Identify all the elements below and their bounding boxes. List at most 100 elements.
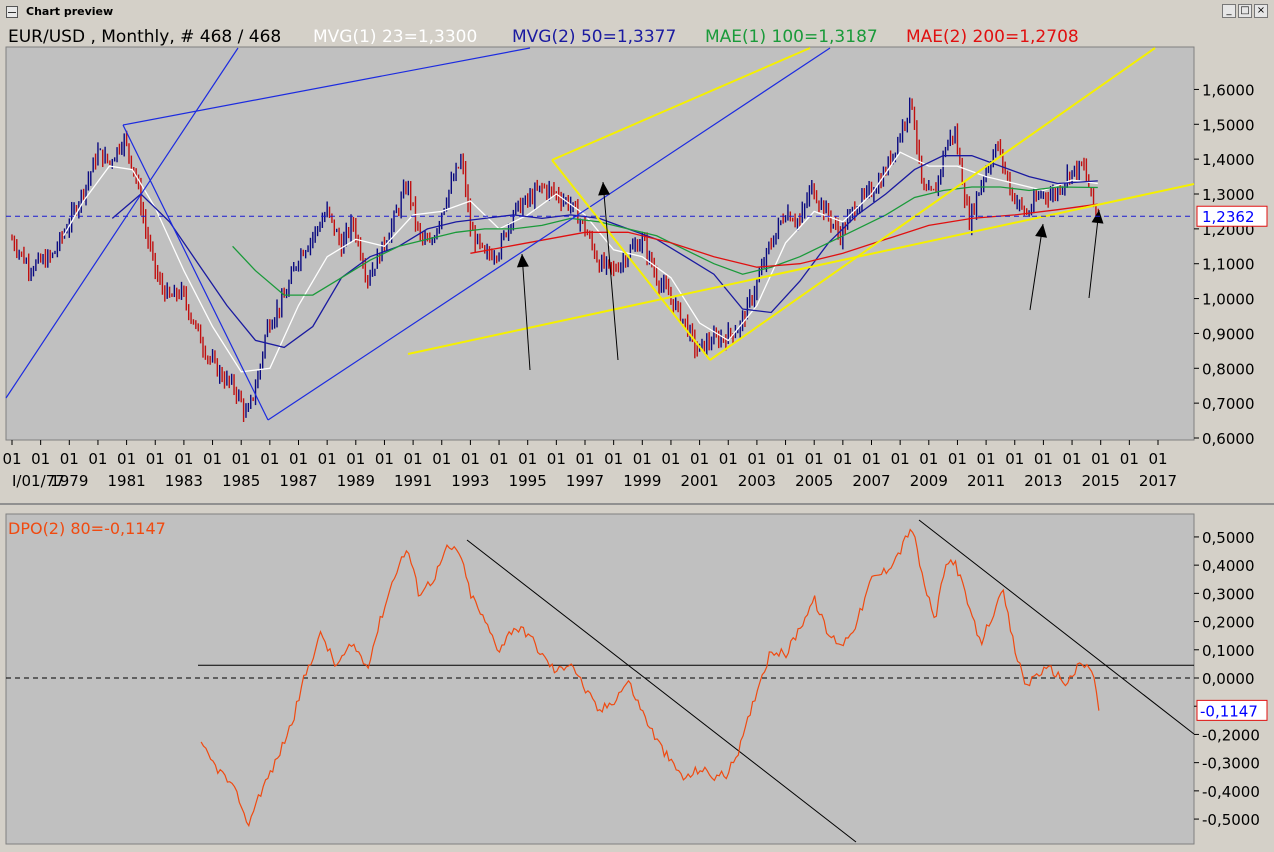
minimize-button[interactable]: _ (1222, 4, 1236, 18)
moving-average-line (63, 151, 1098, 373)
maximize-button[interactable]: □ (1238, 4, 1252, 18)
x-tick-label: 01 (575, 450, 594, 468)
y-tick-label: 0,6000 (1202, 430, 1255, 448)
x-year-label: 2005 (795, 472, 833, 490)
x-tick-label: 01 (747, 450, 766, 468)
x-year-label: 2015 (1082, 472, 1120, 490)
x-tick-label: 01 (661, 450, 680, 468)
dpo-y-tick-label: -0,4000 (1202, 783, 1260, 801)
x-year-label: 1999 (623, 472, 661, 490)
dpo-y-tick-label: 0,1000 (1202, 642, 1255, 660)
x-year-label: 1997 (566, 472, 604, 490)
x-tick-label: 01 (117, 450, 136, 468)
dpo-last-marker: -0,1147 (1196, 699, 1268, 721)
dpo-last-label: -0,1147 (1200, 702, 1258, 720)
dpo-series-line (200, 528, 1100, 828)
y-tick-label: 1,5000 (1202, 116, 1255, 134)
y-tick-label: 1,3000 (1202, 186, 1255, 204)
x-year-label: 1983 (165, 472, 203, 490)
x-tick-label: 01 (146, 450, 165, 468)
x-tick-label: 01 (318, 450, 337, 468)
x-year-label: 2013 (1024, 472, 1062, 490)
dpo-y-tick-label: -0,3000 (1202, 755, 1260, 773)
x-tick-label: 01 (891, 450, 910, 468)
price-candles (11, 97, 1100, 422)
x-tick-label: 01 (174, 450, 193, 468)
x-year-label: 1995 (509, 472, 547, 490)
legend-items: MVG(1) 23=1,3300 MVG(2) 50=1,3377 MAE(1) 1… (313, 27, 1079, 47)
dpo-trend-line (918, 519, 1195, 735)
x-tick-label: 01 (1034, 450, 1053, 468)
trend-channels (5, 47, 1195, 421)
x-year-label: 2001 (681, 472, 719, 490)
x-year-label: 2011 (967, 472, 1005, 490)
x-year-label: 2017 (1139, 472, 1177, 490)
dpo-y-tick-label: 0,0000 (1202, 670, 1255, 688)
x-year-label: 1987 (279, 472, 317, 490)
x-tick-label: 01 (432, 450, 451, 468)
x-tick-label: 01 (1120, 450, 1139, 468)
dpo-y-tick-label: 0,5000 (1202, 529, 1255, 547)
dpo-y-axis: 0,5000 0,4000 0,3000 0,2000 0,1000 0,0000 -0,1… (1194, 529, 1260, 829)
x-tick-label: 01 (547, 450, 566, 468)
x-tick-label: 01 (260, 450, 279, 468)
x-tick-label: 01 (232, 450, 251, 468)
x-tick-label: 01 (719, 450, 738, 468)
x-tick-label: 01 (633, 450, 652, 468)
x-tick-label: 01 (88, 450, 107, 468)
x-tick-label: 01 (404, 450, 423, 468)
x-tick-label: 01 (60, 450, 79, 468)
arrow-head (516, 254, 529, 268)
x-tick-label: 01 (1091, 450, 1110, 468)
x-year-label: 2007 (852, 472, 890, 490)
y-tick-label: 1,6000 (1202, 81, 1255, 99)
annotation-arrows (516, 181, 1104, 371)
arrow-head (598, 182, 611, 196)
price-panel (5, 46, 1195, 441)
yellow-channel-line (709, 47, 1156, 361)
x-tick-label: 01 (1063, 450, 1082, 468)
x-tick-label: 01 (375, 450, 394, 468)
y-tick-label: 1,4000 (1202, 151, 1255, 169)
yellow-channel-line (551, 159, 711, 361)
close-button[interactable]: × (1254, 4, 1268, 18)
x-tick-label: 01 (1005, 450, 1024, 468)
dpo-y-tick-label: 0,3000 (1202, 585, 1255, 603)
x-tick-label: 01 (518, 450, 537, 468)
dpo-lines (6, 519, 1195, 843)
blue-channel-line (122, 47, 531, 126)
yellow-channel-line (407, 183, 1195, 355)
arrow-shaft (1029, 223, 1044, 311)
legend-item: MVG(1) 23=1,3300 (313, 27, 477, 47)
x-tick-label: 01 (490, 450, 509, 468)
x-tick-label: 01 (948, 450, 967, 468)
price-y-axis: 1,60001,50001,40001,30001,20001,10001,00… (1194, 81, 1255, 448)
window-app-icon (6, 6, 18, 18)
y-tick-label: 0,8000 (1202, 360, 1255, 378)
arrow-shaft (1088, 209, 1100, 299)
last-price-label: 1,2362 (1202, 208, 1255, 226)
blue-channel-line (122, 124, 269, 421)
arrow-shaft (521, 253, 531, 371)
x-tick-label: 01 (805, 450, 824, 468)
y-tick-label: 0,9000 (1202, 325, 1255, 343)
dpo-y-tick-label: -0,5000 (1202, 811, 1260, 829)
dpo-trend-line (466, 539, 857, 843)
x-tick-label: 01 (203, 450, 222, 468)
x-tick-label: 01 (862, 450, 881, 468)
x-year-label: 1985 (222, 472, 260, 490)
x-tick-label: 01 (346, 450, 365, 468)
moving-average-line (232, 186, 1098, 296)
blue-channel-line (5, 47, 239, 399)
x-year-label: I/01/77 (12, 472, 65, 490)
x-year-label: 1993 (451, 472, 489, 490)
legend-item: MAE(1) 100=1,3187 (705, 27, 878, 47)
legend-symbol: EUR/USD , Monthly, # 468 / 468 (8, 27, 281, 47)
x-tick-label: 01 (1148, 450, 1167, 468)
x-year-label: 1989 (337, 472, 375, 490)
x-year-label: 2003 (738, 472, 776, 490)
x-year-label: 1979 (50, 472, 88, 490)
x-tick-label: 01 (31, 450, 50, 468)
blue-channel-line (267, 47, 831, 421)
x-tick-label: 01 (461, 450, 480, 468)
